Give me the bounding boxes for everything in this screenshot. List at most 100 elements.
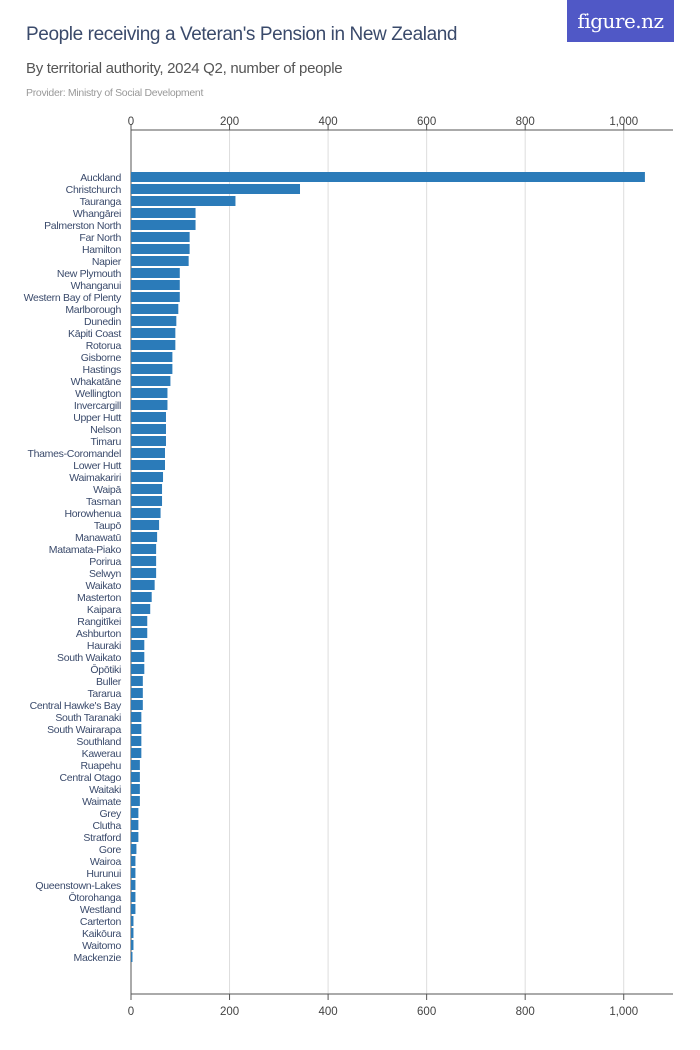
category-label: Auckland [80, 172, 121, 184]
category-label: Hauraki [87, 640, 121, 652]
x-tick-label-top: 200 [220, 116, 239, 128]
bar [131, 388, 168, 398]
category-label: Horowhenua [64, 508, 121, 520]
bar [131, 580, 155, 590]
bar [131, 328, 176, 338]
x-tick-label-bottom: 800 [516, 1006, 535, 1018]
bar [131, 256, 189, 266]
category-label: Central Otago [60, 772, 122, 784]
bar [131, 628, 148, 638]
bar [131, 244, 190, 254]
bar [131, 220, 196, 230]
category-label: Kaikōura [82, 928, 122, 940]
bar [131, 460, 165, 470]
x-tick-label-bottom: 200 [220, 1006, 239, 1018]
bar [131, 844, 137, 854]
bar [131, 508, 161, 518]
category-label: Tasman [86, 496, 121, 508]
category-label: Mackenzie [74, 952, 122, 964]
bar [131, 268, 180, 278]
bar [131, 712, 142, 722]
category-label: Manawatū [75, 532, 122, 544]
bar [131, 940, 134, 950]
category-label: Waitomo [82, 940, 121, 952]
category-label: Upper Hutt [73, 412, 121, 424]
x-tick-label-bottom: 400 [318, 1006, 337, 1018]
bar [131, 808, 139, 818]
bar [131, 820, 139, 830]
category-label: South Taranaki [55, 712, 121, 724]
category-label: Southland [76, 736, 121, 748]
category-label: Whakatāne [71, 376, 122, 388]
bar [131, 196, 236, 206]
chart-title: People receiving a Veteran's Pension in … [26, 24, 458, 45]
bar [131, 760, 140, 770]
x-tick-label-top: 600 [417, 116, 436, 128]
bar [131, 556, 157, 566]
bar [131, 376, 171, 386]
bar [131, 544, 157, 554]
category-label: Whangārei [73, 208, 121, 220]
bar [131, 868, 136, 878]
category-label: Ruapehu [80, 760, 121, 772]
x-tick-label-bottom: 600 [417, 1006, 436, 1018]
bar [131, 724, 142, 734]
category-label: Matamata-Piako [49, 544, 122, 556]
category-label: South Wairarapa [47, 724, 121, 736]
bar [131, 880, 136, 890]
bar [131, 856, 136, 866]
bar [131, 496, 163, 506]
category-label: Taupō [94, 520, 122, 532]
category-label: Gisborne [81, 352, 122, 364]
provider-note: Provider: Ministry of Social Development [26, 87, 204, 99]
figure-nz-logo[interactable]: figure.nz [567, 0, 674, 42]
category-label: Central Hawke's Bay [30, 700, 122, 712]
x-tick-label-top: 1,000 [609, 116, 638, 128]
category-label: Palmerston North [44, 220, 121, 232]
bar [131, 784, 140, 794]
bar [131, 568, 157, 578]
category-label: Whanganui [71, 280, 121, 292]
bar [131, 736, 142, 746]
bar [131, 208, 196, 218]
bar [131, 796, 140, 806]
bar [131, 316, 177, 326]
category-label: Queenstown-Lakes [35, 880, 121, 892]
category-label: Wellington [75, 388, 121, 400]
bar [131, 928, 134, 938]
category-label: Lower Hutt [73, 460, 121, 472]
category-label: Selwyn [89, 568, 122, 580]
category-label: South Waikato [57, 652, 121, 664]
bar [131, 520, 160, 530]
category-label: Christchurch [66, 184, 122, 196]
bar [131, 532, 158, 542]
category-label: Ōpōtiki [90, 664, 121, 676]
bar [131, 352, 173, 362]
bar [131, 436, 166, 446]
bar [131, 676, 143, 686]
bar [131, 292, 180, 302]
bar [131, 280, 180, 290]
category-label: Waimate [82, 796, 121, 808]
category-label: Tararua [87, 688, 121, 700]
bar [131, 748, 142, 758]
bar [131, 604, 151, 614]
category-label: Far North [79, 232, 121, 244]
category-label: Waipā [93, 484, 121, 496]
bar [131, 664, 145, 674]
bar [131, 832, 139, 842]
bar [131, 232, 190, 242]
category-label: Kaipara [87, 604, 122, 616]
bar [131, 424, 166, 434]
bar [131, 484, 163, 494]
category-label: Carterton [80, 916, 122, 928]
category-label: Westland [80, 904, 122, 916]
x-tick-label-top: 400 [318, 116, 337, 128]
bar [131, 304, 179, 314]
category-label: Western Bay of Plenty [24, 292, 122, 304]
category-label: Kawerau [82, 748, 122, 760]
bar [131, 904, 136, 914]
category-label: Gore [99, 844, 122, 856]
bar [131, 172, 645, 182]
bar [131, 340, 176, 350]
